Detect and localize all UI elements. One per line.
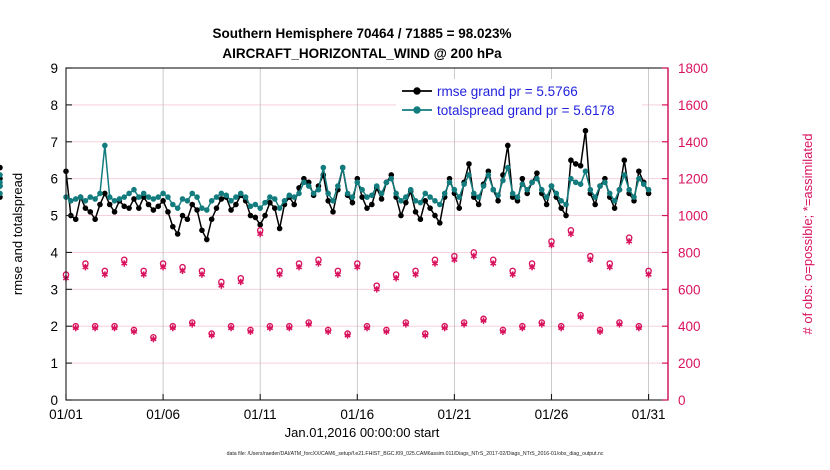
y-tick-label-right: 1400 [678,135,708,150]
y-tick-label-left: 2 [50,319,58,334]
y-axis-left-ticks: 0 1 2 3 4 5 6 7 8 9 [50,61,72,408]
y-tick-label-left: 6 [50,172,58,187]
chart-title-line-2: AIRCRAFT_HORIZONTAL_WIND @ 200 hPa [222,46,502,61]
x-tick-label: 01/31 [632,407,666,422]
plot-series-layer [0,127,652,243]
y-tick-label-left: 7 [50,135,58,150]
y-tick-label-left: 4 [50,245,58,260]
y-tick-label-right: 1800 [678,61,708,76]
x-tick-label: 01/26 [535,407,569,422]
y-tick-label-left: 3 [50,282,58,297]
series-totalspread [0,142,652,213]
y-tick-label-right: 0 [678,393,686,408]
gridlines [66,68,668,400]
x-tick-label: 01/11 [244,407,277,422]
x-tick-label: 01/16 [340,407,374,422]
y-tick-label-right: 800 [678,245,701,260]
footer-data-file: data file: /Users/raeder/DAI/ATM_forcXX/… [227,451,604,457]
chart-title-line-1: Southern Hemisphere 70464 / 71885 = 98.0… [212,26,511,41]
obs-markers-assimilated [62,230,652,343]
legend-label: rmse grand pr = 5.5766 [437,84,578,99]
legend-entry-1[interactable]: totalspread grand pr = 5.6178 [402,103,615,118]
x-tick-label: 01/06 [146,407,180,422]
legend-entry-0[interactable]: rmse grand pr = 5.5766 [402,84,578,99]
legend-label: totalspread grand pr = 5.6178 [437,103,615,118]
x-tick-label: 01/01 [49,407,83,422]
y-tick-label-right: 1200 [678,172,708,187]
x-tick-label: 01/21 [437,407,471,422]
y-tick-label-left: 1 [50,356,58,371]
y-axis-right-ticks: 0 200 400 600 800 1000 1200 1400 1600 1800 [662,61,708,408]
obs-marker-layer [62,227,652,343]
y-tick-label-left: 9 [50,61,58,76]
y-tick-label-right: 400 [678,319,701,334]
y-tick-label-left: 0 [50,393,58,408]
y-axis-left-label: rmse and totalspread [10,173,25,295]
x-axis-ticks: 01/01 01/06 01/11 01/16 01/21 01/26 01/31 [49,394,665,422]
chart-legend[interactable]: rmse grand pr = 5.5766 totalspread grand … [396,79,642,119]
y-tick-label-right: 600 [678,282,701,297]
y-tick-label-right: 1000 [678,209,708,224]
y-axis-right-label: # of obs: o=possible; *=assimilated [800,134,815,335]
y-tick-label-left: 5 [50,209,58,224]
y-tick-label-left: 8 [50,98,58,113]
y-tick-label-right: 1600 [678,98,708,113]
x-axis-label: Jan.01,2016 00:00:00 start [285,425,440,440]
y-tick-label-right: 200 [678,356,701,371]
